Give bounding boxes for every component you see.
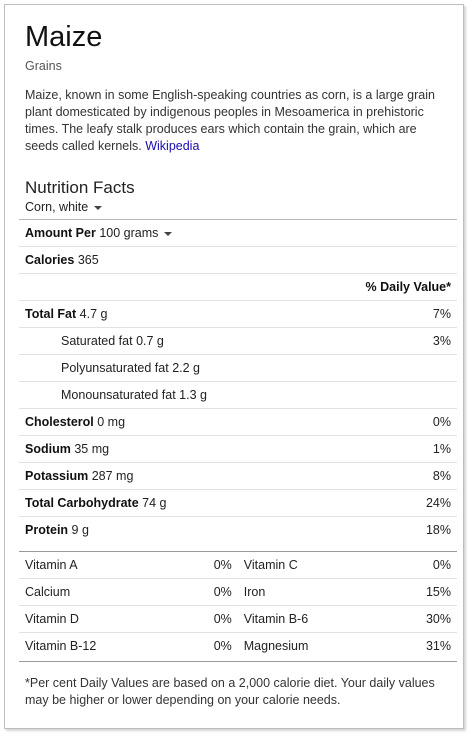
table-row: Potassium 287 mg 8% — [19, 462, 457, 490]
nutrient-amount: 1.3 g — [179, 388, 207, 402]
nutrient-label: Cholesterol — [25, 415, 94, 429]
nutrition-facts-title: Nutrition Facts — [25, 178, 135, 197]
wikipedia-link[interactable]: Wikipedia — [145, 139, 200, 153]
table-row: Cholesterol 0 mg 0% — [19, 408, 457, 436]
description-text: Maize, known in some English-speaking co… — [25, 88, 435, 153]
chevron-down-icon — [164, 231, 173, 236]
vitamin-dv: 31% — [385, 632, 457, 659]
nutrient-dv: 7% — [310, 300, 457, 328]
chevron-down-icon — [94, 205, 103, 210]
nutrient-amount: 0 mg — [97, 415, 126, 429]
vitamin-dv: 30% — [385, 605, 457, 633]
food-category: Grains — [25, 59, 62, 73]
daily-value-header: % Daily Value* — [365, 280, 451, 294]
nutrient-dv: 3% — [310, 327, 457, 355]
amount-label: Amount Per — [25, 226, 96, 240]
table-row: Monounsaturated fat 1.3 g — [19, 381, 457, 409]
table-row: Protein 9 g 18% — [19, 516, 457, 543]
footnote: *Per cent Daily Values are based on a 2,… — [25, 676, 435, 707]
nutrition-card: Maize Grains Maize, known in some Englis… — [4, 4, 464, 729]
nutrient-dv: 1% — [310, 435, 457, 463]
amount-per-dropdown[interactable]: Amount Per 100 grams — [19, 219, 457, 247]
nutrient-label: Polyunsaturated fat — [61, 361, 169, 375]
amount-value: 100 grams — [99, 226, 159, 240]
nutrient-label: Saturated fat — [61, 334, 133, 348]
table-row: Total Fat 4.7 g 7% — [19, 300, 457, 328]
nutrition-table: Amount Per 100 grams Calories 365 % Dail… — [19, 219, 457, 543]
vitamin-label: Calcium — [19, 578, 180, 606]
vitamin-label: Vitamin A — [19, 551, 180, 579]
nutrient-dv: 18% — [310, 516, 457, 543]
table-row: Polyunsaturated fat 2.2 g — [19, 354, 457, 382]
nutrient-amount: 2.2 g — [172, 361, 201, 375]
vitamin-label: Vitamin B-6 — [237, 605, 386, 633]
vitamin-dv: 0% — [179, 578, 238, 606]
nutrient-label: Monounsaturated fat — [61, 388, 176, 402]
nutrient-dv — [310, 354, 457, 382]
nutrient-label: Total Carbohydrate — [25, 496, 139, 510]
variety-label: Corn, white — [25, 200, 89, 214]
vitamin-dv: 15% — [385, 578, 457, 606]
vitamin-label: Vitamin D — [19, 605, 180, 633]
nutrient-dv — [310, 381, 457, 409]
table-row: Vitamin B-12 0% Magnesium 31% — [19, 632, 457, 659]
vitamin-label: Vitamin C — [237, 551, 386, 579]
calories-value: 365 — [77, 253, 99, 267]
nutrient-dv: 8% — [310, 462, 457, 490]
calories-label: Calories — [25, 253, 75, 267]
variety-dropdown[interactable]: Corn, white — [25, 200, 103, 214]
table-row: Vitamin D 0% Vitamin B-6 30% — [19, 605, 457, 633]
vitamin-dv: 0% — [385, 551, 457, 579]
vitamin-dv: 0% — [179, 632, 238, 659]
vitamins-table: Vitamin A 0% Vitamin C 0% Calcium 0% Iro… — [19, 551, 457, 659]
calories-row: Calories 365 — [19, 246, 457, 274]
nutrient-amount: 35 mg — [74, 442, 110, 456]
vitamin-label: Magnesium — [237, 632, 386, 659]
nutrient-amount: 0.7 g — [136, 334, 164, 348]
nutrient-dv: 0% — [310, 408, 457, 436]
nutrient-dv: 24% — [310, 489, 457, 517]
vitamin-label: Vitamin B-12 — [19, 632, 180, 659]
table-row: Total Carbohydrate 74 g 24% — [19, 489, 457, 517]
vitamin-dv: 0% — [179, 551, 238, 579]
table-row: Vitamin A 0% Vitamin C 0% — [19, 551, 457, 579]
food-description: Maize, known in some English-speaking co… — [25, 87, 445, 155]
nutrient-amount: 4.7 g — [79, 307, 108, 321]
table-row: Sodium 35 mg 1% — [19, 435, 457, 463]
nutrient-label: Protein — [25, 523, 69, 537]
nutrient-amount: 287 mg — [91, 469, 134, 483]
table-row: Calcium 0% Iron 15% — [19, 578, 457, 606]
table-row: Saturated fat 0.7 g 3% — [19, 327, 457, 355]
nutrient-label: Total Fat — [25, 307, 77, 321]
vitamin-label: Iron — [237, 578, 386, 606]
divider — [19, 661, 457, 662]
nutrient-amount: 9 g — [71, 523, 89, 537]
nutrient-label: Sodium — [25, 442, 71, 456]
nutrient-amount: 74 g — [142, 496, 167, 510]
vitamin-dv: 0% — [179, 605, 238, 633]
food-title: Maize — [25, 21, 103, 53]
nutrient-label: Potassium — [25, 469, 89, 483]
